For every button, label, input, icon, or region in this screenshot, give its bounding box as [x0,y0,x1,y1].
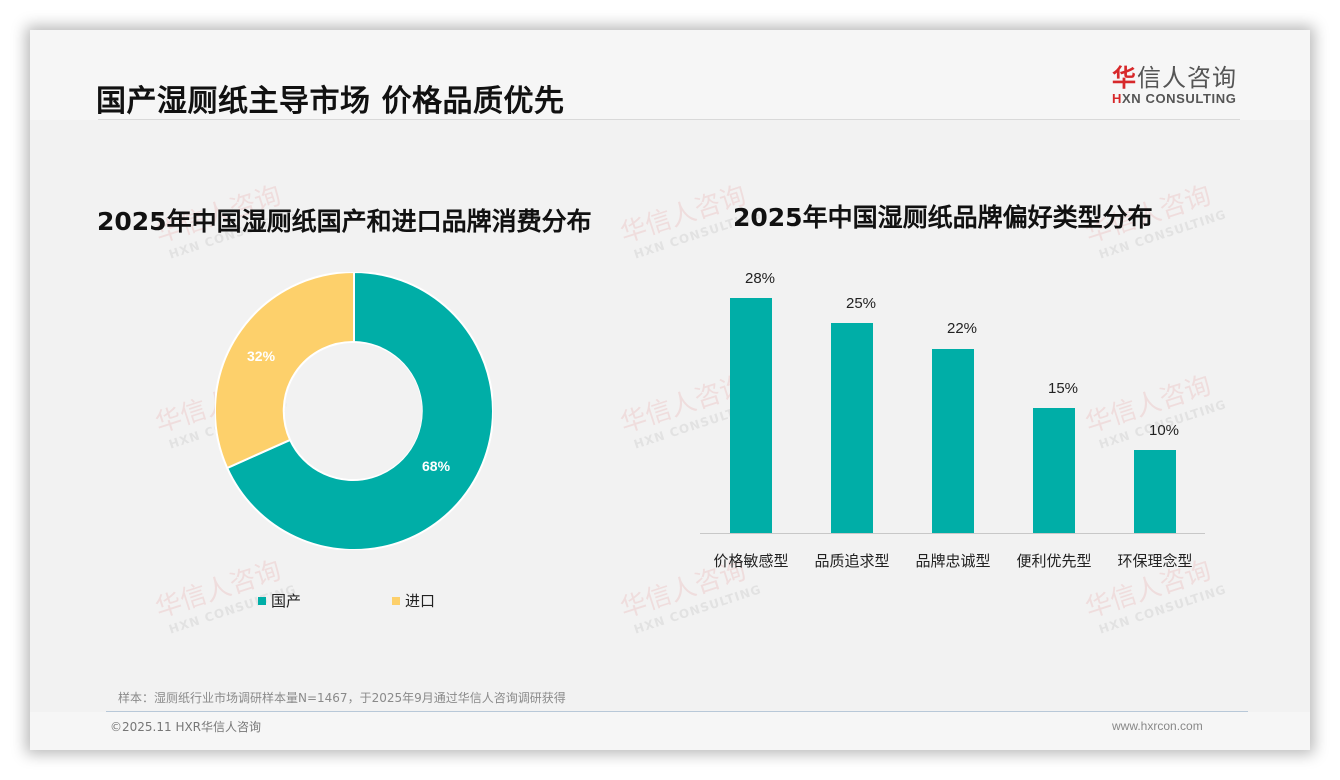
donut-label-domestic: 68% [422,458,451,474]
legend-label: 国产 [271,592,302,610]
bar-category-label: 价格敏感型 [713,552,789,570]
brand-logo: 华信人咨询 HXN CONSULTING [1112,64,1242,106]
bar-value-label: 10% [1148,422,1180,439]
legend-swatch-yellow-icon [392,596,400,605]
bar-chart-title: 2025年中国湿厕纸品牌偏好类型分布 [733,203,1153,232]
legend-label: 进口 [405,592,436,610]
donut-chart-title: 2025年中国湿厕纸国产和进口品牌消费分布 [97,207,592,236]
bar-quality-seeking[interactable] [831,323,873,533]
logo-english: HXN CONSULTING [1112,91,1237,106]
legend-item-domestic[interactable]: 国产 [258,590,301,611]
bar-brand-loyal[interactable] [932,349,974,533]
bar-category-label: 便利优先型 [1016,552,1092,570]
logo-chinese: 华信人咨询 [1112,64,1237,92]
bar-chart: 28% 价格敏感型 25% 品质追求型 22% 品牌忠诚型 15% 便利优先型 … [700,270,1205,570]
donut-slice-imported[interactable] [213,270,355,470]
footer-bar [30,712,1310,750]
legend-swatch-teal-icon [258,596,266,605]
sample-note: 样本：湿厕纸行业市场调研样本量N=1467，于2025年9月通过华信人咨询调研获… [118,691,566,705]
slide: 华信人咨询 HXN CONSULTING 华信人咨询 HXN CONSULTING … [30,30,1310,750]
donut-chart-svg [213,270,494,551]
bar-value-label: 28% [744,270,776,287]
bar-category-label: 环保理念型 [1117,552,1193,570]
page-title: 国产湿厕纸主导市场 价格品质优先 [96,84,565,119]
donut-chart: 68% 32% [213,270,494,551]
donut-hole [286,343,422,479]
bar-chart-axis [700,533,1205,534]
bar-price-sensitive[interactable] [730,298,772,533]
copyright: ©2025.11 HXR华信人咨询 [110,720,262,734]
donut-label-imported: 32% [247,348,276,364]
bar-value-label: 15% [1047,380,1079,397]
header-divider [98,119,1240,120]
website-link[interactable]: www.hxrcon.com [1112,719,1203,733]
bar-value-label: 25% [845,295,877,312]
bar-category-label: 品质追求型 [814,552,890,570]
bar-category-label: 品牌忠诚型 [915,552,991,570]
bar-convenience-first[interactable] [1033,408,1075,533]
slide-header [30,30,1310,120]
legend-item-imported[interactable]: 进口 [392,590,435,611]
bar-eco-conscious[interactable] [1134,450,1176,533]
footer-divider [106,711,1248,712]
bar-value-label: 22% [946,320,978,337]
